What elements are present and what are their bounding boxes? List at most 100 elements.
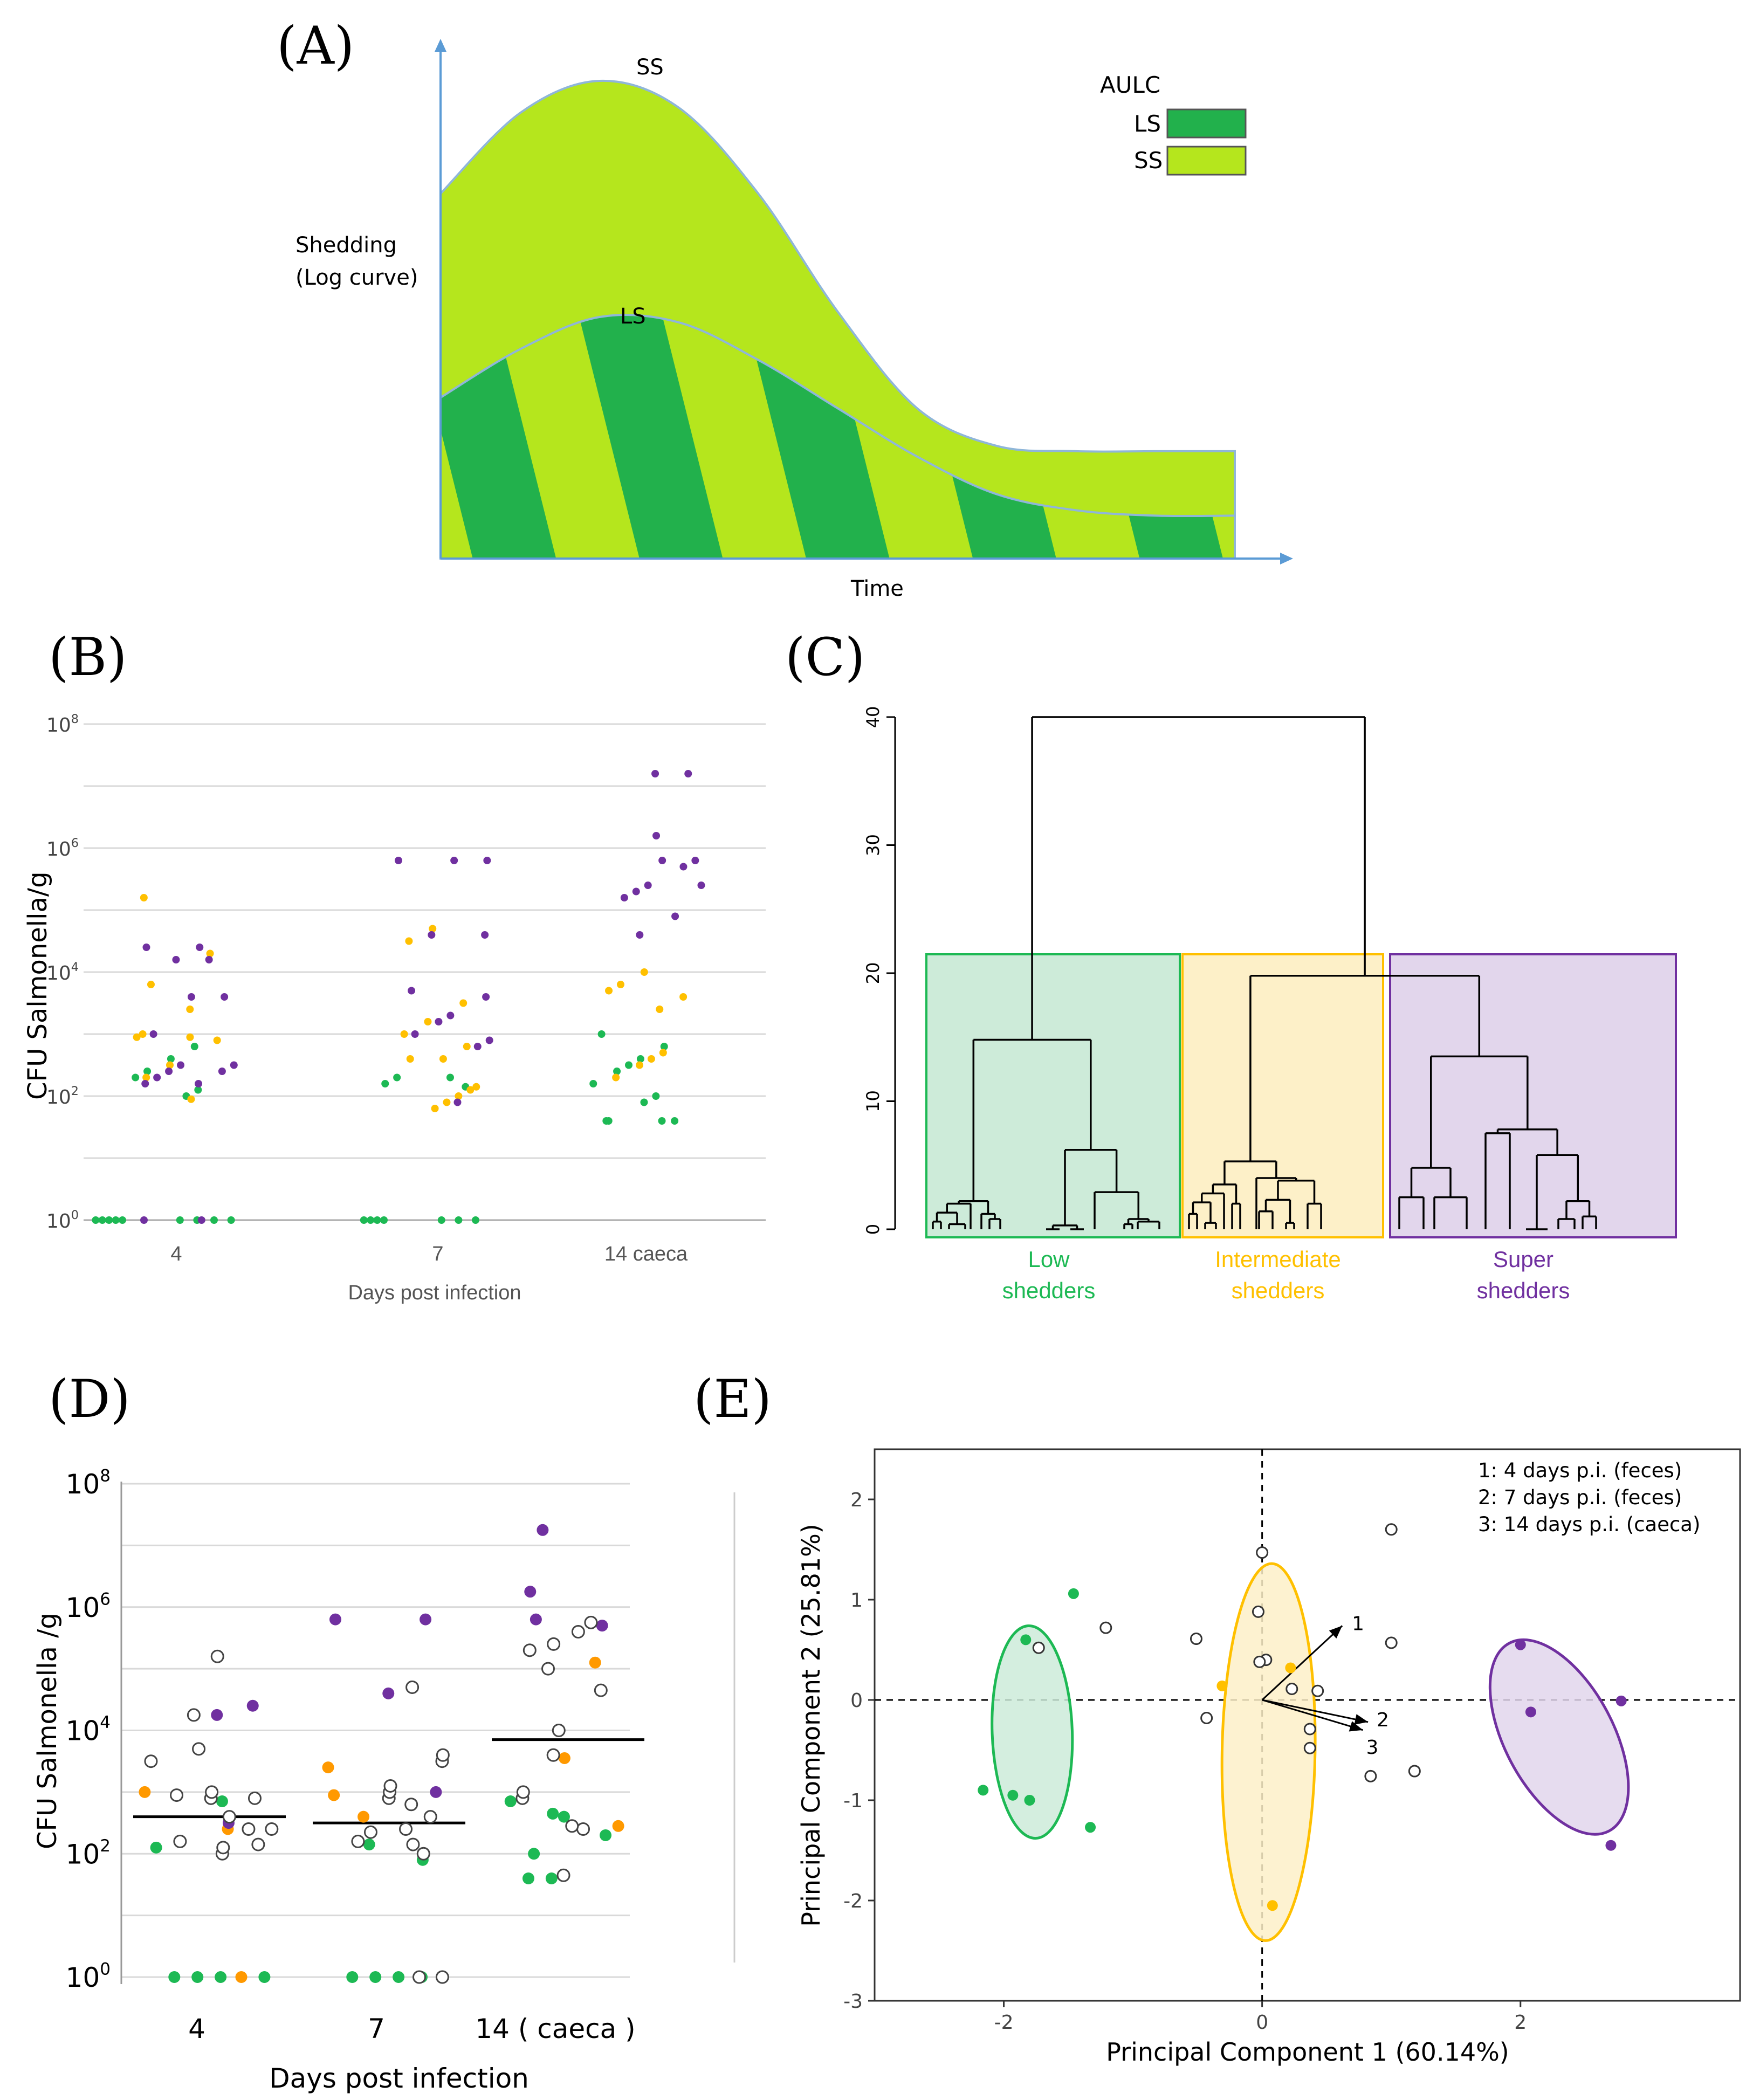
e-loading-label: 3 [1366, 1737, 1379, 1759]
b-point-intermediate [429, 925, 437, 933]
e-point-open [1200, 1711, 1213, 1724]
b-y-tick: 104 [46, 960, 79, 984]
e-y-tick-label: -3 [843, 1991, 863, 2013]
d-point-super [211, 1709, 223, 1721]
d-point-low [191, 1971, 204, 1983]
c-y-axis: 0 10 20 30 40 [863, 706, 896, 1235]
d-point-unclassified [173, 1834, 187, 1848]
b-x-axis-title: Days post infection [348, 1282, 521, 1304]
e-y-axis-title: Principal Component 2 (25.81%) [796, 1524, 826, 1927]
e-loading-arrowhead [1329, 1626, 1343, 1639]
b-point-intermediate [206, 949, 214, 958]
e-y-tick-label: -2 [843, 1890, 863, 1912]
d-point-low [363, 1839, 375, 1851]
e-point-open [1385, 1523, 1398, 1536]
b-point-low [455, 1216, 463, 1224]
e-loading-arrow [1261, 1625, 1343, 1701]
d-point-intermediate [139, 1786, 151, 1798]
b-point-super [165, 1068, 173, 1075]
e-point-open [1385, 1636, 1398, 1649]
d-point-super [596, 1620, 608, 1632]
e-point-open [1364, 1769, 1377, 1782]
e-y-tick-label: 0 [850, 1690, 863, 1712]
b-point-intermediate [166, 1061, 174, 1069]
b-point-intermediate [424, 1018, 432, 1025]
b-point-intermediate [679, 993, 688, 1001]
b-point-super [671, 912, 679, 920]
b-x-tick-14: 14 caeca [604, 1243, 688, 1265]
b-points [92, 770, 705, 1224]
y-label-line1: Shedding [295, 233, 397, 258]
b-point-intermediate [405, 937, 413, 945]
b-point-super [632, 887, 640, 896]
d-y-tick: 100 [66, 1960, 111, 1994]
b-point-low [380, 1216, 388, 1224]
d-point-unclassified [248, 1791, 262, 1805]
b-point-low [446, 1073, 454, 1082]
e-point-super [1615, 1695, 1627, 1706]
b-point-intermediate [616, 981, 624, 988]
e-x-axis-title: Principal Component 1 (60.14%) [1106, 2037, 1509, 2067]
b-point-intermediate [142, 1073, 150, 1082]
d-y-tick-base: 10 [66, 1962, 100, 1993]
b-point-intermediate [612, 1073, 620, 1082]
b-point-low [176, 1216, 184, 1224]
d-point-intermediate [589, 1656, 601, 1669]
legend-ss-label: SS [1134, 147, 1163, 174]
b-point-super [652, 832, 661, 839]
d-point-intermediate [358, 1810, 370, 1823]
d-point-unclassified [523, 1643, 537, 1657]
e-point-open [1303, 1723, 1316, 1736]
b-point-intermediate [187, 1095, 195, 1103]
b-point-low [437, 1216, 445, 1224]
d-point-intermediate [328, 1789, 340, 1801]
d-y-title-text: CFU Salmonella /g [32, 1613, 63, 1849]
e-loading-arrow [1262, 1699, 1363, 1731]
b-point-intermediate [443, 1098, 451, 1106]
b-point-super [149, 1030, 157, 1038]
b-point-intermediate [636, 1061, 643, 1069]
b-point-intermediate [147, 981, 155, 988]
b-point-intermediate [659, 1049, 667, 1057]
e-ellipses [991, 1562, 1630, 1942]
b-point-low [190, 1043, 198, 1050]
c-tick-label: 40 [863, 706, 883, 728]
b-point-low [597, 1030, 606, 1038]
d-point-low [547, 1807, 559, 1820]
d-point-unclassified [265, 1822, 279, 1836]
b-point-intermediate [140, 894, 148, 901]
d-point-unclassified [416, 1847, 430, 1861]
d-point-unclassified [406, 1837, 420, 1851]
d-point-super [246, 1699, 259, 1712]
d-point-unclassified [383, 1779, 397, 1793]
d-point-super [524, 1586, 537, 1598]
b-point-low [143, 1068, 152, 1075]
b-point-intermediate [186, 1006, 194, 1013]
d-y-tick-exp: 6 [100, 1589, 111, 1609]
e-point-open [1190, 1633, 1202, 1645]
e-ellipse-intermediate [1220, 1562, 1317, 1942]
d-point-unclassified [205, 1785, 219, 1799]
y-label-line2: (Log curve) [295, 265, 418, 290]
d-point-unclassified [516, 1785, 530, 1799]
e-x-tick-label: 2 [1514, 2012, 1527, 2034]
legend-ls-label: LS [1134, 111, 1161, 137]
b-y-tick-exp: 6 [71, 836, 79, 850]
b-y-tick: 106 [46, 836, 79, 860]
b-point-intermediate [400, 1030, 408, 1038]
d-point-low [522, 1872, 534, 1884]
e-legend-line-2: 2: 7 days p.i. (feces) [1478, 1486, 1682, 1509]
b-point-low [210, 1216, 218, 1224]
d-point-unclassified [216, 1841, 230, 1855]
dendrogram [932, 716, 1597, 1230]
d-x-tick-14: 14 ( caeca ) [475, 2013, 635, 2044]
e-point-super [1525, 1706, 1536, 1718]
b-point-low [602, 1117, 610, 1125]
d-point-unclassified [413, 1970, 426, 1984]
x-axis-title: Time [850, 576, 904, 601]
d-point-super [329, 1613, 341, 1626]
cluster-box-intermediate [1181, 953, 1384, 1238]
